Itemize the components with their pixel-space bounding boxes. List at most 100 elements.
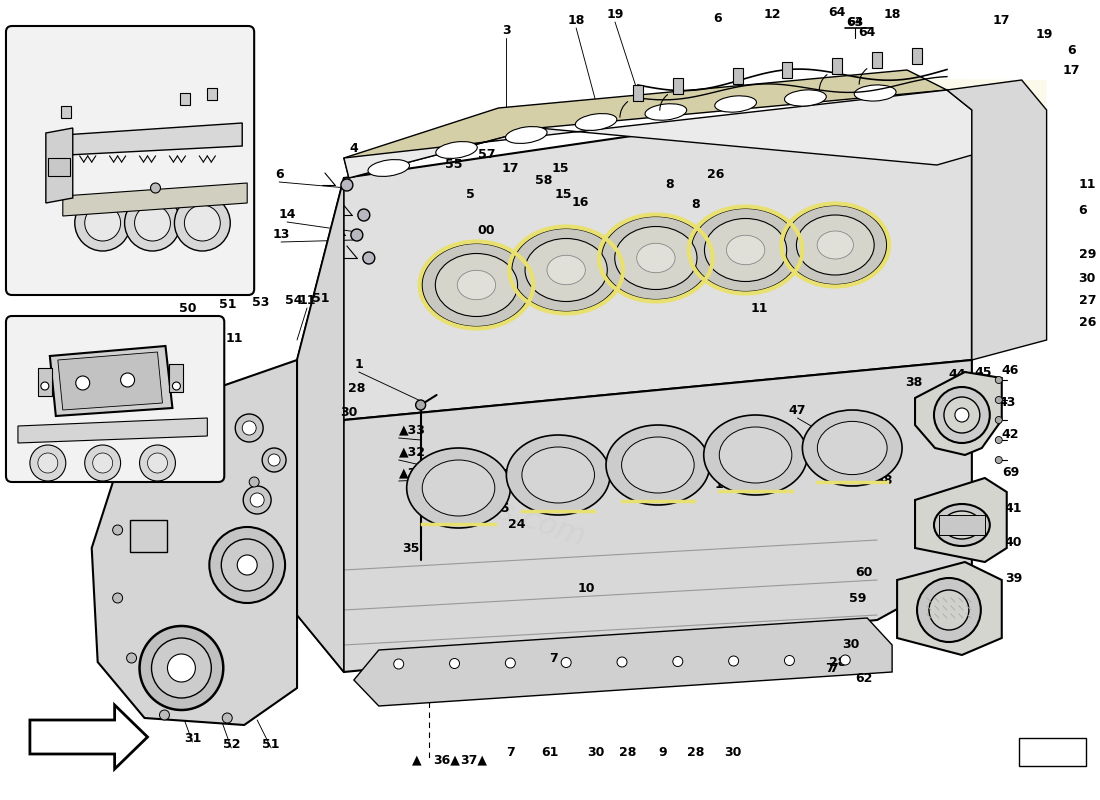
Text: 67: 67: [150, 331, 169, 345]
Text: 65: 65: [51, 331, 69, 345]
Ellipse shape: [704, 415, 807, 495]
Circle shape: [30, 445, 66, 481]
Text: 15: 15: [554, 189, 572, 202]
Text: ▲33: ▲33: [398, 423, 426, 437]
Text: 45: 45: [975, 366, 992, 378]
Text: ▲ = 1: ▲ = 1: [1034, 746, 1071, 758]
Circle shape: [121, 373, 134, 387]
Circle shape: [124, 195, 180, 251]
Bar: [180, 93, 190, 105]
Circle shape: [92, 453, 112, 473]
Text: 16: 16: [571, 195, 588, 209]
Text: 11: 11: [226, 331, 243, 345]
Circle shape: [112, 525, 122, 535]
Text: 6: 6: [714, 11, 722, 25]
Ellipse shape: [645, 104, 686, 120]
Text: 22: 22: [492, 469, 509, 482]
Bar: [207, 88, 218, 100]
Circle shape: [140, 626, 223, 710]
Circle shape: [37, 453, 58, 473]
Polygon shape: [354, 618, 892, 706]
Polygon shape: [344, 90, 972, 178]
Text: 62: 62: [855, 671, 872, 685]
Text: 19: 19: [1036, 29, 1054, 42]
Text: 18: 18: [883, 9, 901, 22]
Bar: [1019, 738, 1087, 766]
Ellipse shape: [575, 114, 617, 130]
Text: 11: 11: [1078, 178, 1096, 191]
Text: 36▲: 36▲: [433, 754, 460, 766]
Bar: [47, 158, 69, 176]
Ellipse shape: [715, 96, 757, 112]
Text: a.parts.com: a.parts.com: [407, 468, 590, 552]
Circle shape: [341, 179, 353, 191]
Text: 43: 43: [999, 395, 1016, 409]
Circle shape: [126, 653, 136, 663]
Ellipse shape: [817, 231, 854, 259]
Circle shape: [190, 449, 208, 467]
Circle shape: [167, 654, 196, 682]
Ellipse shape: [943, 511, 981, 539]
Ellipse shape: [421, 243, 531, 327]
Text: 2: 2: [110, 31, 120, 45]
Text: 4: 4: [350, 142, 359, 154]
Bar: [733, 68, 742, 84]
Text: 64: 64: [828, 6, 846, 18]
Text: 6: 6: [1078, 203, 1087, 217]
Text: 00: 00: [477, 223, 495, 237]
Text: 8: 8: [666, 178, 674, 191]
Text: 7: 7: [549, 651, 558, 665]
Circle shape: [262, 448, 286, 472]
Text: 55: 55: [444, 158, 462, 171]
Text: 10: 10: [578, 582, 595, 594]
Text: 7: 7: [825, 662, 834, 674]
Text: 11: 11: [751, 302, 768, 314]
Text: 26: 26: [1078, 315, 1096, 329]
Circle shape: [112, 593, 122, 603]
Circle shape: [85, 445, 121, 481]
FancyBboxPatch shape: [6, 316, 224, 482]
Text: 64: 64: [858, 26, 876, 38]
Circle shape: [250, 477, 260, 487]
Text: 49: 49: [886, 446, 902, 458]
Text: 20: 20: [65, 31, 85, 45]
Circle shape: [996, 457, 1002, 463]
Circle shape: [122, 460, 133, 470]
Text: 17: 17: [502, 162, 519, 174]
Ellipse shape: [855, 85, 896, 101]
Ellipse shape: [784, 90, 826, 106]
Ellipse shape: [547, 255, 585, 285]
Polygon shape: [915, 372, 1002, 455]
Text: 42: 42: [1002, 429, 1020, 442]
Ellipse shape: [802, 410, 902, 486]
Bar: [169, 364, 184, 392]
Text: 6: 6: [1067, 43, 1076, 57]
Ellipse shape: [512, 228, 621, 312]
Text: 38: 38: [905, 375, 922, 389]
Circle shape: [996, 377, 1002, 383]
Text: 57: 57: [477, 149, 495, 162]
Ellipse shape: [621, 437, 694, 493]
Text: ▲: ▲: [411, 754, 421, 766]
Text: 11: 11: [715, 478, 733, 491]
Circle shape: [152, 638, 211, 698]
Text: 11: 11: [298, 294, 316, 306]
Circle shape: [728, 656, 738, 666]
Text: 30: 30: [724, 746, 741, 758]
Text: 68: 68: [120, 331, 140, 345]
Circle shape: [238, 555, 257, 575]
Ellipse shape: [436, 254, 518, 317]
Text: 48: 48: [876, 474, 892, 486]
Text: 27: 27: [1078, 294, 1096, 306]
Bar: [912, 48, 922, 64]
Polygon shape: [297, 360, 972, 672]
Polygon shape: [297, 90, 972, 420]
Text: 30: 30: [340, 406, 358, 418]
Text: 1: 1: [354, 358, 363, 371]
Circle shape: [996, 417, 1002, 423]
Text: 28: 28: [829, 655, 847, 669]
Circle shape: [173, 382, 180, 390]
Bar: [872, 52, 882, 68]
Text: 30: 30: [843, 638, 859, 651]
Text: 19: 19: [606, 9, 624, 22]
